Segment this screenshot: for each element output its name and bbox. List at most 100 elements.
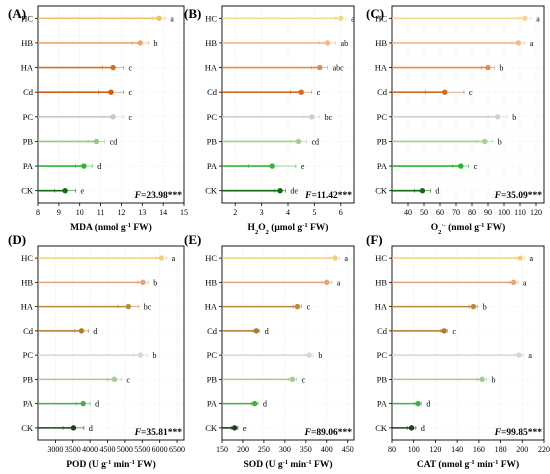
panel-a: (A)HC HB HA Cd PC PB PA CK 8 9 10 11 12 13 14 15 a b c c c cd… — [8, 5, 188, 234]
panel-label: (D) — [8, 232, 26, 247]
category-label: HC — [21, 13, 33, 23]
x-tick-label: 40 — [404, 208, 412, 217]
x-tick-label: 140 — [451, 445, 463, 454]
category-label: Cd — [23, 326, 34, 336]
category-label: CK — [375, 423, 388, 433]
x-tick-label: 14 — [159, 208, 167, 217]
category-label: Cd — [377, 87, 388, 97]
panel-label: (B) — [184, 6, 201, 21]
significance-letter: d — [89, 424, 93, 433]
category-label: PA — [23, 161, 34, 171]
data-point — [158, 255, 165, 261]
x-tick-label: 400 — [321, 445, 333, 454]
x-axis-title: POD (U g-1 min-1 FW) — [66, 459, 155, 471]
significance-letter: c — [302, 375, 306, 384]
significance-letter: b — [153, 351, 157, 360]
data-point — [324, 40, 331, 46]
category-label: PC — [23, 350, 34, 360]
significance-letter: a — [523, 278, 527, 287]
significance-letter: a — [530, 39, 534, 48]
significance-letter: a — [528, 351, 532, 360]
x-axis-title: CAT (nmol g-1 min-1 FW) — [417, 459, 519, 471]
panel-c: (C)HC HB HA Cd PC PB PA CK 40 50 60 70 80 90 100 110 120… — [366, 5, 545, 236]
significance-letter: cd — [311, 137, 319, 146]
data-point — [108, 89, 114, 95]
significance-letter: c — [474, 162, 478, 171]
data-point — [93, 138, 100, 145]
category-label: Cd — [207, 87, 218, 97]
x-tick-label: 60 — [436, 208, 444, 217]
significance-letter: bc — [325, 113, 333, 122]
category-label: PC — [377, 112, 388, 122]
x-tick-label: 2 — [233, 208, 237, 217]
category-label: HC — [375, 13, 387, 23]
data-point — [516, 352, 522, 358]
category-label: PB — [207, 136, 218, 146]
plot-frame — [391, 5, 545, 204]
x-tick-label: 13 — [138, 208, 146, 217]
x-tick-label: 50 — [420, 208, 428, 217]
category-label: HA — [375, 63, 388, 73]
category-label: PB — [377, 136, 388, 146]
category-label: PA — [377, 161, 388, 171]
category-label: HA — [375, 302, 388, 312]
significance-letter: abc — [333, 64, 345, 73]
x-tick-label: 4 — [286, 208, 290, 217]
data-point — [309, 114, 315, 120]
category-label: HA — [21, 63, 34, 73]
data-point — [231, 425, 238, 431]
category-label: HB — [21, 277, 33, 287]
significance-letter: e — [243, 424, 247, 433]
significance-letter: d — [426, 400, 430, 409]
significance-letter: a — [529, 254, 533, 263]
significance-letter: d — [421, 424, 425, 433]
x-axis-title: MDA (nmol g-1 FW) — [70, 222, 152, 234]
x-tick-label: 4500 — [100, 445, 116, 454]
category-label: PA — [207, 161, 218, 171]
data-point — [62, 187, 68, 194]
x-tick-label: 11 — [97, 208, 105, 217]
significance-letter: ab — [341, 39, 349, 48]
category-label: Cd — [377, 326, 388, 336]
panel-d: (D) HC HB HA Cd PC PB PA CK 3000 3500 4000 4500 5000 5… — [8, 232, 185, 470]
significance-letter: c — [469, 88, 473, 97]
category-label: HA — [205, 63, 218, 73]
data-point — [251, 400, 258, 407]
x-tick-label: 15 — [180, 208, 188, 217]
category-label: CK — [205, 423, 218, 433]
significance-letter: b — [498, 137, 502, 146]
x-tick-label: 8 — [36, 208, 40, 217]
x-tick-label: 110 — [514, 208, 526, 217]
significance-letter: c — [129, 88, 133, 97]
data-point — [70, 425, 77, 431]
significance-letter: c — [129, 113, 133, 122]
significance-letter: a — [351, 14, 355, 23]
data-point — [81, 163, 87, 169]
data-point — [332, 255, 338, 261]
category-label: CK — [21, 423, 34, 433]
category-label: HB — [21, 38, 33, 48]
panel-label: (A) — [8, 6, 26, 21]
significance-letter: e — [301, 162, 305, 171]
significance-letter: e — [81, 187, 85, 196]
data-point — [137, 40, 143, 46]
significance-letter: d — [97, 162, 101, 171]
data-point — [479, 376, 485, 383]
significance-letter: c — [307, 303, 311, 312]
category-label: PB — [23, 374, 34, 384]
x-axis-title: O2·- (nmol g-1 FW) — [431, 222, 506, 236]
significance-letter: d — [95, 400, 99, 409]
category-label: HC — [21, 253, 33, 263]
data-point — [515, 40, 522, 46]
category-label: HB — [375, 277, 387, 287]
data-point — [442, 89, 448, 95]
data-point — [338, 15, 344, 22]
category-label: PB — [23, 136, 34, 146]
significance-letter: b — [512, 113, 516, 122]
data-point — [298, 89, 304, 95]
panel-b: (B) HC HB HA Cd PC PB PA CK 2 3 4 5 6 a ab abc c bc cd e de F=… — [184, 5, 355, 236]
significance-letter: b — [499, 64, 503, 73]
x-tick-label: 120 — [530, 208, 542, 217]
significance-letter: c — [129, 64, 133, 73]
